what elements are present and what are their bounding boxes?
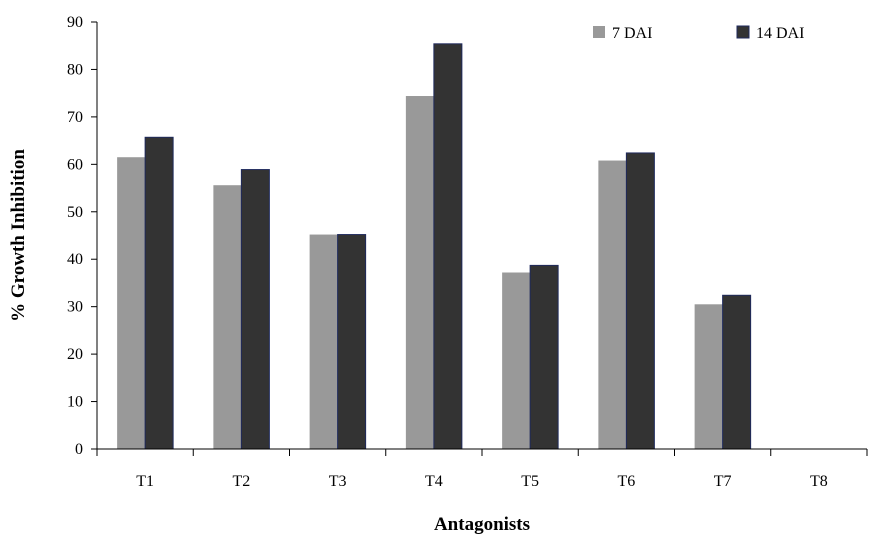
x-axis-title: Antagonists <box>434 514 530 535</box>
bar-t5-series-1 <box>502 272 531 449</box>
bar-t3-series-1 <box>309 234 338 449</box>
legend-swatch-1 <box>593 26 605 38</box>
legend-swatch-2 <box>736 25 750 39</box>
x-tick-label: T2 <box>232 473 250 490</box>
axes-group <box>96 22 867 450</box>
x-tick-label: T1 <box>136 473 154 490</box>
bar-t1-series-1 <box>117 157 146 449</box>
y-tick-label: 50 <box>67 204 83 221</box>
x-tick-label: T3 <box>329 473 347 490</box>
y-axis-title: % Growth Inhibition <box>8 149 29 322</box>
y-tick-label: 40 <box>67 251 83 268</box>
bar-t3-series-2 <box>337 234 367 450</box>
y-tick-label: 10 <box>67 394 83 411</box>
x-tick-label: T6 <box>617 473 635 490</box>
bar-t5-series-2 <box>529 264 559 450</box>
x-tick-label: T4 <box>425 473 443 490</box>
x-tick-label: T7 <box>714 473 732 490</box>
y-tick-label: 70 <box>67 109 83 126</box>
legend-label-1: 7 DAI <box>612 25 652 42</box>
bar-t1-series-2 <box>144 136 174 450</box>
bar-t4-series-2 <box>433 43 463 450</box>
x-tick-label: T8 <box>810 473 828 490</box>
bar-t6-series-2 <box>625 152 655 450</box>
bar-t2-series-2 <box>240 169 270 450</box>
bar-t7-series-2 <box>722 294 752 450</box>
y-tick-label: 20 <box>67 346 83 363</box>
legend-label-2: 14 DAI <box>756 25 804 42</box>
legend: 7 DAI 14 DAI <box>593 25 804 42</box>
bars-group <box>117 43 752 450</box>
y-tick-label: 90 <box>67 14 83 31</box>
bar-t6-series-1 <box>598 160 627 449</box>
y-tick-label: 80 <box>67 61 83 78</box>
bar-t2-series-1 <box>213 185 242 449</box>
bar-t4-series-1 <box>405 96 434 449</box>
y-tick-label: 60 <box>67 156 83 173</box>
y-tick-label: 30 <box>67 299 83 316</box>
ticks-group: 0 10 20 30 40 50 60 70 80 90 T1 T2 T3 T4 T5 T6 T7 T8 <box>67 14 868 490</box>
y-tick-label: 0 <box>75 441 83 458</box>
bar-t7-series-1 <box>694 304 723 449</box>
x-tick-label: T5 <box>521 473 539 490</box>
